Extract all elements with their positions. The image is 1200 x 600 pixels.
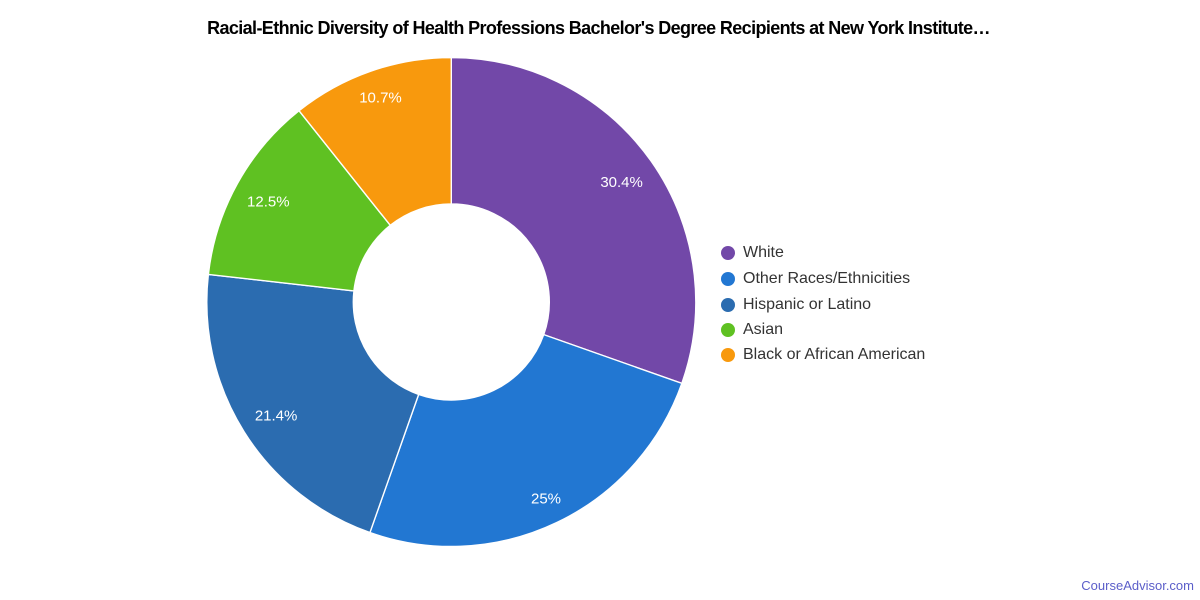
svg-text:30.4%: 30.4%	[600, 174, 643, 191]
svg-text:10.7%: 10.7%	[359, 90, 402, 107]
svg-text:21.4%: 21.4%	[255, 407, 298, 424]
svg-text:12.5%: 12.5%	[247, 194, 290, 211]
svg-text:25%: 25%	[531, 490, 561, 507]
